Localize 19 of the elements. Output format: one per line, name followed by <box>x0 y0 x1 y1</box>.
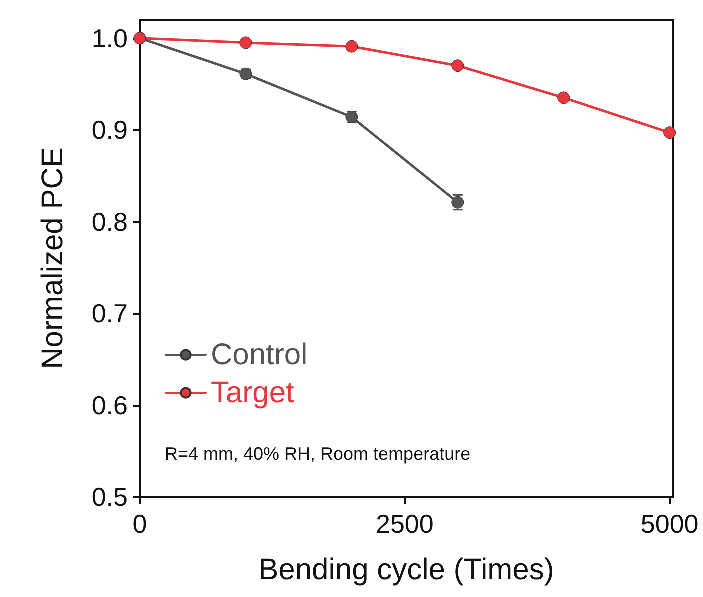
y-tick-label: 0.5 <box>92 482 128 512</box>
y-tick-label: 0.8 <box>92 206 128 237</box>
point <box>664 126 676 140</box>
y-tick-label: 1.0 <box>92 23 128 54</box>
point <box>346 40 358 53</box>
legend-label: Control <box>211 338 308 372</box>
annotation: R=4 mm, 40% RH, Room temperature <box>165 444 471 464</box>
y-tick-label: 0.7 <box>92 298 128 329</box>
legend-label: Target <box>211 376 296 410</box>
x-tick-label: 2500 <box>376 509 434 539</box>
point <box>240 36 252 50</box>
point <box>558 92 570 104</box>
x-tick-label: 0 <box>132 509 148 539</box>
y-tick-label: 0.9 <box>92 115 128 146</box>
x-axis-title: Bending cycle (Times) <box>258 554 554 586</box>
y-axis-title: Normalized PCE <box>36 148 70 370</box>
point <box>452 60 464 72</box>
x-tick-label: 5000 <box>640 509 699 539</box>
y-tick-label: 0.6 <box>92 390 128 420</box>
